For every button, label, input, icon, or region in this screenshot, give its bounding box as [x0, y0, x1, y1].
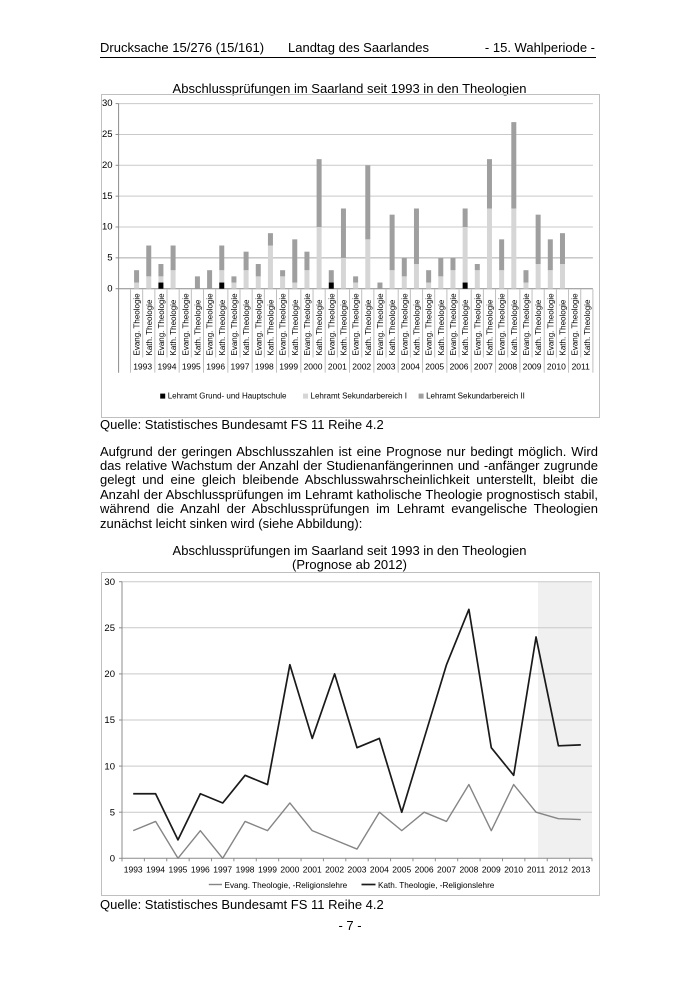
svg-text:2002: 2002	[325, 864, 344, 874]
svg-text:2010: 2010	[504, 864, 523, 874]
svg-text:2010: 2010	[547, 362, 566, 372]
svg-text:1996: 1996	[191, 864, 210, 874]
svg-text:1994: 1994	[146, 864, 165, 874]
svg-text:Kath. Theologie: Kath. Theologie	[558, 299, 567, 355]
svg-text:Kath. Theologie: Kath. Theologie	[315, 299, 324, 355]
svg-text:10: 10	[104, 761, 115, 772]
svg-text:2003: 2003	[377, 362, 396, 372]
svg-text:Kath. Theologie: Kath. Theologie	[583, 299, 592, 355]
svg-text:Lehramt Grund- und Hauptschule: Lehramt Grund- und Hauptschule	[168, 392, 287, 401]
svg-text:Kath. Theologie: Kath. Theologie	[291, 299, 300, 355]
svg-text:Evang. Theologie: Evang. Theologie	[352, 293, 361, 356]
svg-text:Evang. Theologie: Evang. Theologie	[376, 293, 385, 356]
svg-text:1996: 1996	[206, 362, 225, 372]
svg-text:Evang. Theologie: Evang. Theologie	[400, 293, 409, 356]
svg-text:30: 30	[102, 98, 113, 109]
svg-text:Kath. Theologie: Kath. Theologie	[339, 299, 348, 355]
svg-text:1997: 1997	[213, 864, 232, 874]
svg-text:2008: 2008	[459, 864, 478, 874]
svg-text:Kath. Theologie: Kath. Theologie	[242, 299, 251, 355]
svg-text:1997: 1997	[231, 362, 250, 372]
svg-text:1995: 1995	[182, 362, 201, 372]
svg-text:1993: 1993	[133, 362, 152, 372]
svg-text:Kath. Theologie: Kath. Theologie	[218, 299, 227, 355]
svg-text:2007: 2007	[474, 362, 493, 372]
svg-text:1999: 1999	[258, 864, 277, 874]
svg-text:2007: 2007	[437, 864, 456, 874]
svg-text:30: 30	[104, 577, 115, 588]
svg-text:Lehramt Sekundarbereich II: Lehramt Sekundarbereich II	[426, 392, 525, 401]
svg-text:1994: 1994	[158, 362, 177, 372]
svg-text:2013: 2013	[571, 864, 590, 874]
svg-text:Kath. Theologie: Kath. Theologie	[364, 299, 373, 355]
svg-text:Kath. Theologie: Kath. Theologie	[412, 299, 421, 355]
svg-text:2009: 2009	[523, 362, 542, 372]
svg-text:2011: 2011	[527, 864, 546, 874]
svg-text:1993: 1993	[124, 864, 143, 874]
svg-text:Kath. Theologie: Kath. Theologie	[437, 299, 446, 355]
svg-text:2011: 2011	[572, 362, 591, 372]
svg-text:2004: 2004	[370, 864, 389, 874]
svg-text:Evang. Theologie: Evang. Theologie	[279, 293, 288, 356]
svg-text:Evang. Theologie, -Religionsle: Evang. Theologie, -Religionslehre	[225, 881, 348, 890]
svg-text:Kath. Theologie: Kath. Theologie	[461, 299, 470, 355]
svg-text:2005: 2005	[425, 362, 444, 372]
svg-text:Evang. Theologie: Evang. Theologie	[498, 293, 507, 356]
svg-text:2004: 2004	[401, 362, 420, 372]
svg-text:2006: 2006	[415, 864, 434, 874]
svg-text:Evang. Theologie: Evang. Theologie	[473, 293, 482, 356]
svg-text:20: 20	[104, 669, 115, 680]
svg-text:Evang. Theologie: Evang. Theologie	[181, 293, 190, 356]
svg-text:Kath. Theologie, -Religionsleh: Kath. Theologie, -Religionslehre	[378, 881, 495, 890]
svg-text:10: 10	[102, 222, 113, 233]
svg-text:5: 5	[107, 252, 112, 263]
svg-text:2000: 2000	[280, 864, 299, 874]
svg-text:20: 20	[102, 160, 113, 171]
svg-text:2005: 2005	[392, 864, 411, 874]
svg-text:2006: 2006	[450, 362, 469, 372]
svg-text:1999: 1999	[279, 362, 298, 372]
svg-text:Kath. Theologie: Kath. Theologie	[266, 299, 275, 355]
svg-text:Kath. Theologie: Kath. Theologie	[145, 299, 154, 355]
svg-text:5: 5	[110, 807, 115, 818]
svg-text:15: 15	[104, 715, 115, 726]
svg-text:Evang. Theologie: Evang. Theologie	[303, 293, 312, 356]
svg-text:Evang. Theologie: Evang. Theologie	[449, 293, 458, 356]
svg-text:Kath. Theologie: Kath. Theologie	[388, 299, 397, 355]
svg-text:2001: 2001	[303, 864, 322, 874]
svg-text:Kath. Theologie: Kath. Theologie	[485, 299, 494, 355]
svg-text:Evang. Theologie: Evang. Theologie	[522, 293, 531, 356]
svg-text:1998: 1998	[255, 362, 274, 372]
svg-text:Lehramt Sekundarbereich I: Lehramt Sekundarbereich I	[311, 392, 408, 401]
svg-text:Evang. Theologie: Evang. Theologie	[571, 293, 580, 356]
svg-text:25: 25	[104, 623, 115, 634]
svg-text:2012: 2012	[549, 864, 568, 874]
svg-text:Evang. Theologie: Evang. Theologie	[254, 293, 263, 356]
svg-text:1995: 1995	[168, 864, 187, 874]
svg-text:2000: 2000	[304, 362, 323, 372]
svg-text:Evang. Theologie: Evang. Theologie	[425, 293, 434, 356]
svg-text:15: 15	[102, 191, 113, 202]
svg-text:Evang. Theologie: Evang. Theologie	[206, 293, 215, 356]
svg-text:0: 0	[107, 283, 112, 294]
svg-text:2008: 2008	[498, 362, 517, 372]
svg-text:25: 25	[102, 129, 113, 140]
svg-text:Evang. Theologie: Evang. Theologie	[327, 293, 336, 356]
svg-text:2001: 2001	[328, 362, 347, 372]
svg-text:Evang. Theologie: Evang. Theologie	[230, 293, 239, 356]
svg-text:0: 0	[110, 854, 115, 865]
svg-text:Kath. Theologie: Kath. Theologie	[169, 299, 178, 355]
svg-text:Kath. Theologie: Kath. Theologie	[193, 299, 202, 355]
svg-text:1998: 1998	[236, 864, 255, 874]
svg-text:2003: 2003	[348, 864, 367, 874]
svg-text:2009: 2009	[482, 864, 501, 874]
svg-text:Evang. Theologie: Evang. Theologie	[133, 293, 142, 356]
svg-text:Evang. Theologie: Evang. Theologie	[546, 293, 555, 356]
svg-text:Kath. Theologie: Kath. Theologie	[510, 299, 519, 355]
svg-text:2002: 2002	[352, 362, 371, 372]
svg-text:Evang. Theologie: Evang. Theologie	[157, 293, 166, 356]
svg-text:Kath. Theologie: Kath. Theologie	[534, 299, 543, 355]
